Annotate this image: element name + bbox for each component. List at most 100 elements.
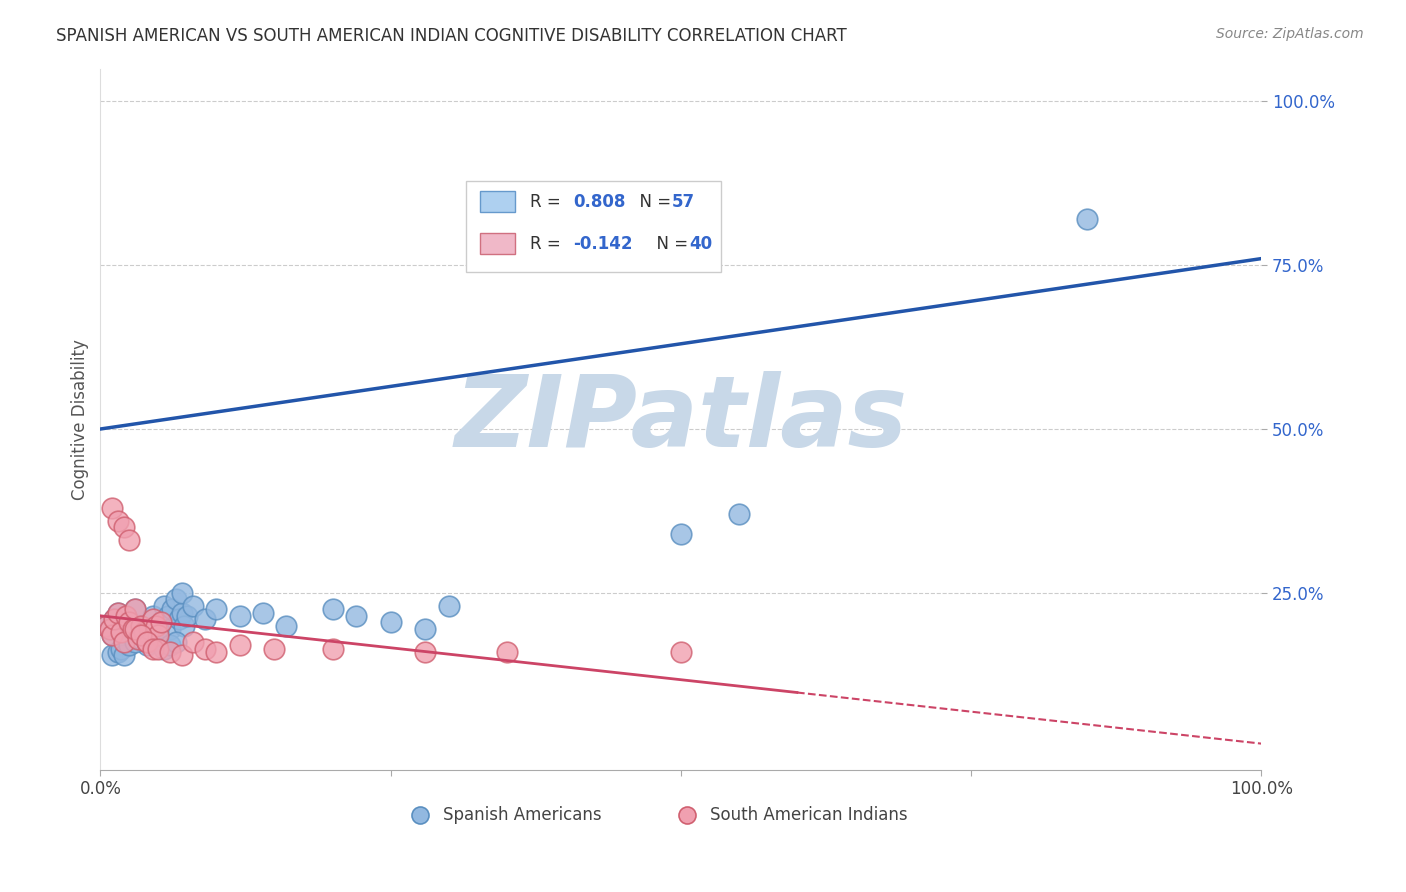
Point [159,645,181,659]
Point [115,608,138,623]
Point [134,625,156,640]
Text: Spanish Americans: Spanish Americans [443,806,602,824]
Point [148,628,170,642]
Point [118,638,141,652]
Y-axis label: Cognitive Disability: Cognitive Disability [72,339,89,500]
Point [107,514,129,528]
FancyBboxPatch shape [479,191,515,212]
Text: SPANISH AMERICAN VS SOUTH AMERICAN INDIAN COGNITIVE DISABILITY CORRELATION CHART: SPANISH AMERICAN VS SOUTH AMERICAN INDIA… [56,27,846,45]
Point [145,618,167,632]
Point [101,628,124,642]
Point [138,622,160,636]
Point [142,612,165,626]
Point [142,641,165,656]
Point [165,592,187,607]
Point [1076,212,1098,227]
Point [344,608,367,623]
FancyBboxPatch shape [479,234,515,254]
Point [110,625,132,640]
Point [107,606,129,620]
Point [176,608,198,623]
Point [129,618,152,632]
Text: Source: ZipAtlas.com: Source: ZipAtlas.com [1216,27,1364,41]
Point [669,527,692,541]
Point [170,648,193,662]
Point [159,622,181,636]
Text: R =: R = [530,193,567,211]
Point [110,641,132,656]
Text: 57: 57 [672,193,695,211]
Point [118,533,141,548]
Point [135,635,157,649]
Text: 0.808: 0.808 [572,193,626,211]
Point [124,602,146,616]
Point [129,618,152,632]
Point [138,622,160,636]
Point [153,599,176,613]
Point [408,792,430,806]
Point [129,632,152,646]
Point [415,622,437,636]
Point [129,628,152,642]
Point [252,606,274,620]
Point [165,635,187,649]
Point [728,507,751,521]
Point [194,641,217,656]
Text: N =: N = [628,193,676,211]
Point [162,602,184,616]
Point [101,628,124,642]
Point [153,641,176,656]
Point [107,606,129,620]
Text: N =: N = [645,235,693,252]
Point [127,632,149,646]
Point [110,625,132,640]
Point [101,500,124,515]
Point [380,615,402,630]
Point [274,618,297,632]
Point [112,648,135,662]
Text: South American Indians: South American Indians [710,806,907,824]
Point [103,612,125,626]
Point [107,645,129,659]
Point [118,615,141,630]
Point [669,645,692,659]
Point [135,628,157,642]
Point [142,625,165,640]
Point [149,615,172,630]
Point [205,645,228,659]
Point [135,635,157,649]
Text: -0.142: -0.142 [572,235,633,252]
Point [170,586,193,600]
Point [142,608,165,623]
Point [124,602,146,616]
Point [181,599,204,613]
Point [675,792,697,806]
Point [135,638,157,652]
Point [124,635,146,649]
Point [145,618,167,632]
Text: R =: R = [530,235,567,252]
Point [173,618,195,632]
Point [149,615,172,630]
Point [415,645,437,659]
Text: 40: 40 [689,235,711,252]
Point [124,622,146,636]
Point [121,622,143,636]
Text: ZIPatlas: ZIPatlas [454,371,907,467]
Point [228,638,250,652]
Point [495,645,517,659]
Point [96,618,118,632]
Point [112,635,135,649]
Point [127,632,149,646]
Point [148,628,170,642]
Point [118,615,141,630]
Point [156,608,179,623]
Point [148,622,170,636]
Point [437,599,460,613]
Point [96,618,118,632]
Point [322,602,344,616]
Point [194,612,217,626]
Point [115,608,138,623]
Point [205,602,228,616]
Point [134,625,156,640]
